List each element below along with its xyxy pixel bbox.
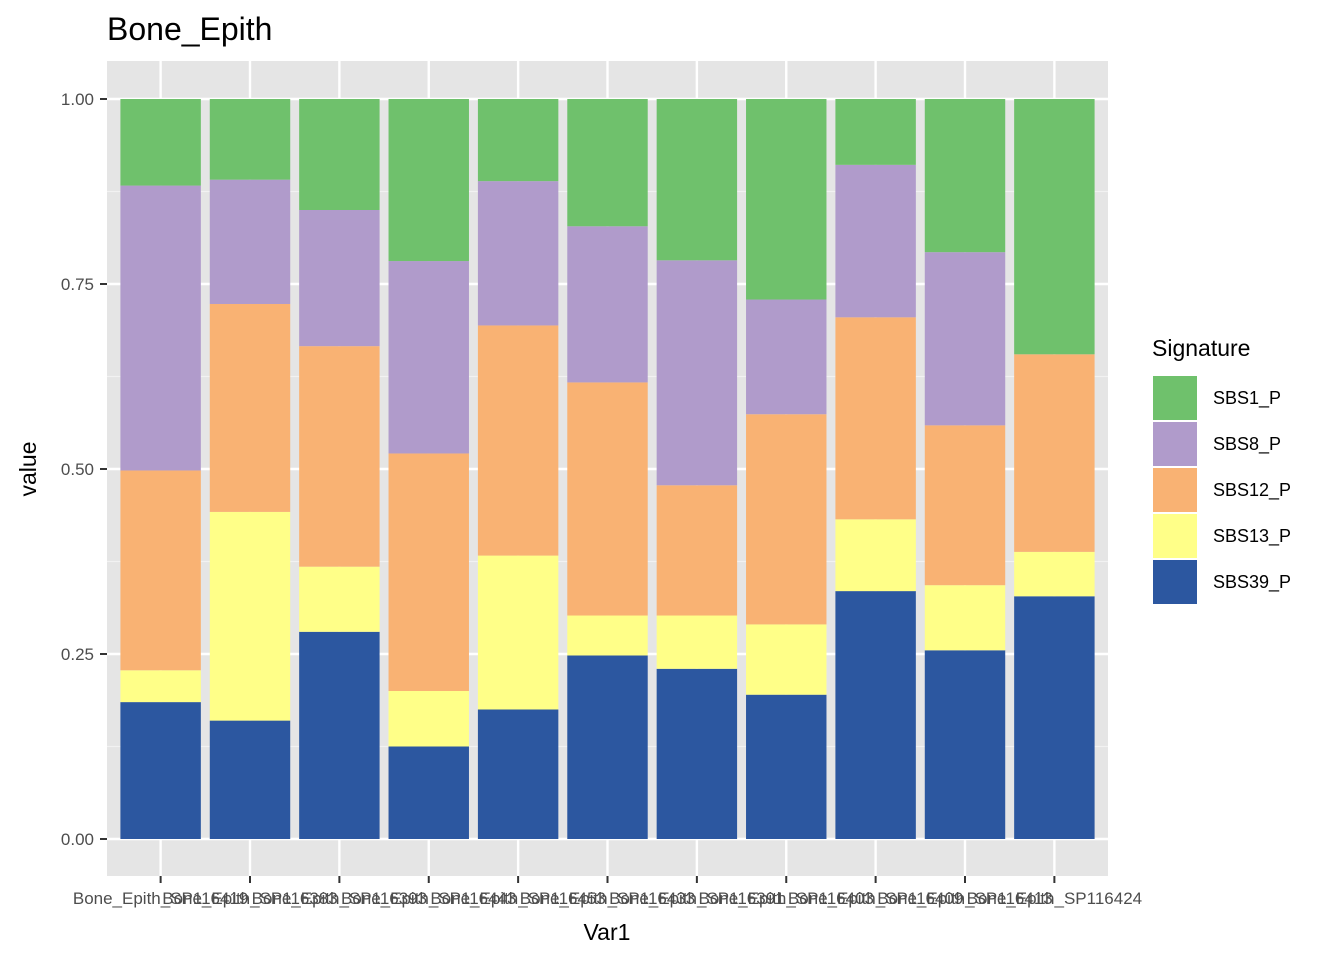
x-tick-label: Bone_Epith_SP116419 [73, 889, 249, 908]
bar-segment [746, 694, 827, 839]
y-tick-label: 0.50 [61, 460, 94, 479]
bar-segment [656, 260, 738, 486]
bar-segment [120, 99, 201, 186]
bar-segment [567, 99, 648, 227]
bar-segment [746, 99, 827, 300]
x-tick-label: Bone_Epith_SP116393 [252, 889, 428, 908]
bar-segment [835, 591, 916, 839]
y-tick-label: 0.00 [61, 830, 94, 849]
bar-segment [120, 185, 201, 471]
bar-segment [388, 746, 469, 839]
bar-segment [924, 585, 1006, 651]
x-tick-label: Bone_Epith_SP116409 [788, 889, 964, 908]
bar-segment [924, 425, 1006, 586]
bar-segment [477, 181, 559, 326]
bar-segment [120, 702, 201, 839]
x-axis-title: Var1 [584, 919, 631, 945]
legend-key [1153, 468, 1197, 512]
bar-segment [477, 555, 559, 710]
x-axis: Bone_Epith_SP116419Bone_Epith_SP116383Bo… [73, 876, 1142, 908]
bar-segment [656, 485, 738, 616]
bar-segment [120, 470, 201, 671]
bar-segment [299, 99, 380, 210]
bar-segment [388, 691, 469, 747]
bar-segment [299, 566, 380, 632]
bar-segment [567, 615, 648, 656]
bar-segment [567, 382, 648, 616]
bar-segment [835, 519, 916, 592]
bar-segment [835, 317, 916, 520]
chart-title: Bone_Epith [107, 11, 272, 47]
x-tick-label: Bone_Epith_SP116453 [430, 889, 606, 908]
y-tick-label: 0.75 [61, 275, 94, 294]
bar-segment [388, 453, 469, 691]
x-tick-label: Bone_Epith_SP116433 [520, 889, 696, 908]
bar-segment [746, 624, 827, 695]
bar-segment [1014, 551, 1095, 597]
y-axis: 0.00 0.25 0.50 0.75 1.00 [61, 90, 107, 849]
bar-segment [567, 655, 648, 839]
x-tick-label: Bone_Epith_SP116403 [698, 889, 874, 908]
bars [120, 99, 1095, 839]
bar-segment [567, 226, 648, 383]
y-tick-label: 1.00 [61, 90, 94, 109]
bar-segment [1014, 596, 1095, 839]
bar-segment [1014, 354, 1095, 552]
legend: Signature SBS1_P SBS8_P SBS12_P SBS13_P SBS3… [1152, 335, 1291, 604]
legend-label: SBS13_P [1213, 526, 1291, 547]
bar-segment [209, 720, 291, 839]
bar-segment [388, 261, 469, 454]
legend-label: SBS8_P [1213, 434, 1281, 455]
bar-segment [120, 670, 201, 703]
legend-key [1153, 560, 1197, 604]
legend-label: SBS39_P [1213, 572, 1291, 593]
bar-segment [924, 650, 1006, 839]
x-tick-label: Bone_Epith_SP116413 [877, 889, 1053, 908]
bar-segment [477, 99, 559, 182]
y-axis-title: value [15, 442, 41, 497]
bar-segment [746, 414, 827, 625]
bar-segment [656, 615, 738, 669]
x-tick-label: Bone_Epith_SP116391 [609, 889, 785, 908]
bar-segment [209, 303, 291, 512]
legend-key [1153, 376, 1197, 420]
legend-key [1153, 422, 1197, 466]
bar-segment [299, 346, 380, 567]
bar-segment [746, 299, 827, 415]
bar-segment [835, 164, 916, 318]
legend-label: SBS1_P [1213, 388, 1281, 409]
bar-segment [835, 99, 916, 165]
bar-segment [656, 668, 738, 839]
x-tick-label: Bone_Epith_SP116443 [341, 889, 517, 908]
x-tick-label: Bone_Epith_SP116424 [967, 889, 1143, 908]
bar-segment [299, 631, 380, 839]
bar-segment [209, 179, 291, 304]
bar-segment [924, 252, 1006, 426]
bar-segment [299, 210, 380, 347]
x-tick-label: Bone_Epith_SP116383 [162, 889, 338, 908]
bar-segment [209, 99, 291, 180]
legend-title: Signature [1152, 335, 1250, 361]
bar-segment [1014, 99, 1095, 355]
legend-key [1153, 514, 1197, 558]
bar-segment [656, 99, 738, 261]
legend-label: SBS12_P [1213, 480, 1291, 501]
bar-segment [388, 99, 469, 262]
bar-segment [477, 325, 559, 556]
bar-segment [924, 99, 1006, 253]
y-tick-label: 0.25 [61, 645, 94, 664]
bar-segment [209, 511, 291, 721]
bar-segment [477, 709, 559, 839]
